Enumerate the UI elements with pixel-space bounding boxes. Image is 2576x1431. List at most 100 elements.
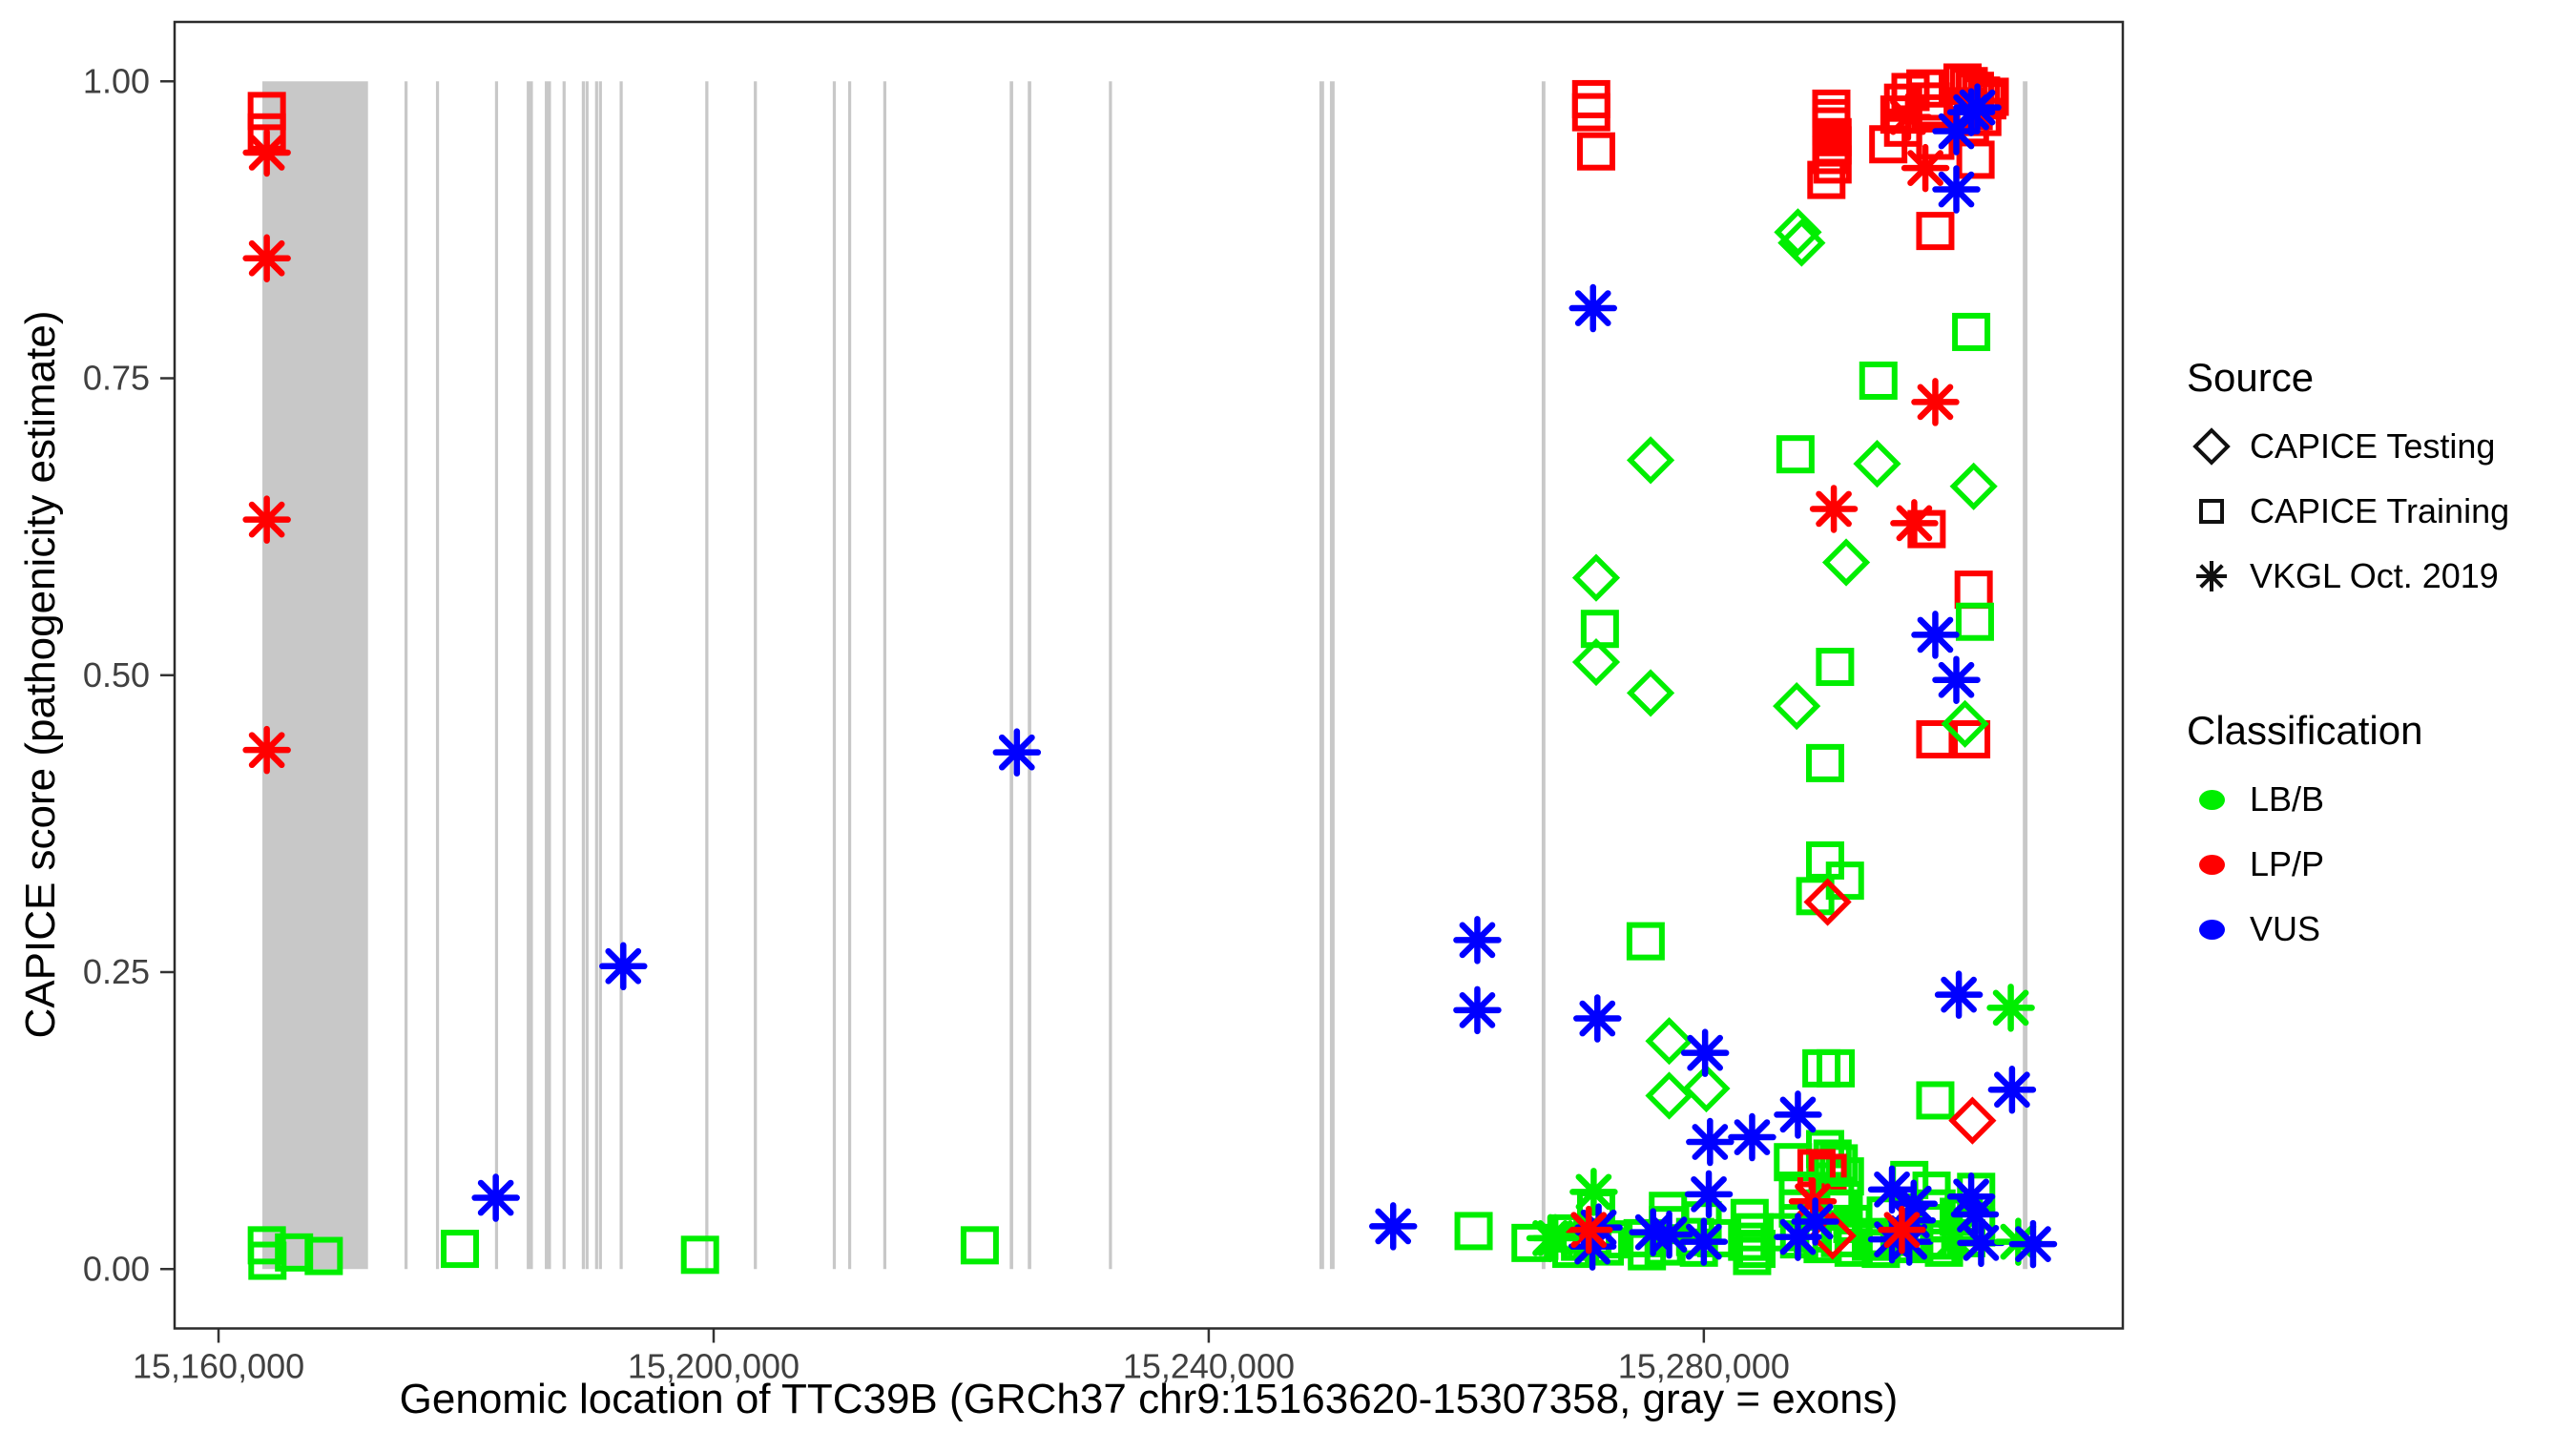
x-tick-label: 15,160,000 <box>133 1347 304 1386</box>
y-tick-label: 0.50 <box>83 655 150 695</box>
legend-item-vus: VUS <box>2187 908 2568 950</box>
exon-band <box>261 81 368 1270</box>
data-point-testing-diamond <box>1773 682 1821 731</box>
exon-bar <box>1009 81 1013 1270</box>
data-point-training-square <box>1816 648 1855 687</box>
data-point-vkgl-asterisk <box>1932 655 1981 704</box>
legend-item-capice-training: CAPICE Training <box>2187 490 2568 532</box>
data-point-training-square <box>1817 1048 1856 1088</box>
exon-bar <box>883 81 887 1270</box>
data-point-vkgl-asterisk <box>2008 1219 2058 1269</box>
legend-classification-title: Classification <box>2187 708 2423 753</box>
exon-bar <box>562 81 566 1270</box>
data-point-testing-diamond <box>1821 538 1871 587</box>
data-point-vkgl-asterisk <box>1930 1214 1979 1264</box>
exon-bar <box>581 81 586 1270</box>
data-point-vkgl-asterisk <box>1953 83 2002 132</box>
data-point-vkgl-asterisk <box>242 495 291 544</box>
data-point-training-square <box>1576 132 1615 171</box>
data-point-testing-diamond <box>1853 440 1901 488</box>
data-point-vkgl-asterisk <box>1368 1202 1418 1251</box>
panel-border <box>173 20 2125 1330</box>
data-point-training-square <box>248 1241 287 1280</box>
x-tick-label: 15,240,000 <box>1123 1347 1295 1386</box>
data-point-testing-diamond <box>1803 878 1852 926</box>
data-point-testing-diamond <box>1949 462 1998 510</box>
data-point-training-square <box>1805 840 1844 880</box>
y-tick-label: 0.75 <box>83 359 150 398</box>
exon-bar <box>594 81 598 1270</box>
exon-bar <box>527 81 533 1270</box>
y-tick-label: 0.25 <box>83 952 150 991</box>
data-point-vkgl-asterisk <box>992 728 1042 777</box>
data-point-training-square <box>1916 1081 1955 1120</box>
data-point-vkgl-asterisk <box>471 1173 520 1222</box>
x-axis-title: Genomic location of TTC39B (GRCh37 chr9:… <box>399 1376 1899 1422</box>
data-point-vkgl-asterisk <box>1934 970 1984 1019</box>
data-point-training-square <box>1952 719 1991 758</box>
exon-bar <box>2023 81 2028 1270</box>
legend-label: VUS <box>2250 909 2321 948</box>
data-point-vkgl-asterisk <box>1901 143 1950 193</box>
data-point-training-square <box>1807 160 1846 199</box>
exon-bar <box>598 81 602 1270</box>
data-point-training-square <box>680 1235 719 1275</box>
legend-label: CAPICE Testing <box>2250 426 2496 466</box>
legend-source-title: Source <box>2187 355 2315 400</box>
exon-bar <box>435 81 440 1270</box>
data-point-training-square <box>1733 1236 1772 1275</box>
data-point-training-square <box>441 1230 480 1269</box>
data-point-training-square <box>1859 361 1898 400</box>
data-point-vkgl-asterisk <box>1568 283 1617 333</box>
data-point-vkgl-asterisk <box>1774 1213 1822 1261</box>
data-point-vkgl-asterisk <box>1568 1222 1617 1271</box>
data-point-vkgl-asterisk <box>1453 916 1502 964</box>
data-point-training-square <box>1571 79 1610 118</box>
data-point-training-square <box>1776 435 1815 474</box>
data-point-training-square <box>960 1226 999 1265</box>
exon-bar <box>1109 81 1112 1270</box>
data-point-vkgl-asterisk <box>1774 1090 1822 1139</box>
data-point-training-square <box>1916 719 1955 758</box>
legend-label: VKGL Oct. 2019 <box>2250 556 2499 595</box>
data-point-training-square <box>1805 743 1844 782</box>
data-point-testing-diamond <box>1948 1096 1997 1145</box>
exon-bar <box>494 81 499 1270</box>
data-point-vkgl-asterisk <box>1645 1210 1693 1259</box>
data-point-testing-diamond <box>1774 208 1822 257</box>
exon-bar <box>1329 81 1335 1270</box>
legend: Source CAPICE Testing CAPICE Training <box>2187 355 2568 973</box>
blue-dot-icon <box>2187 908 2236 950</box>
legend-label: LP/P <box>2250 844 2325 883</box>
legend-item-lbb: LB/B <box>2187 778 2568 820</box>
data-point-vkgl-asterisk <box>1686 1117 1735 1167</box>
data-point-testing-diamond <box>1626 669 1675 717</box>
data-point-vkgl-asterisk <box>1867 1165 1917 1214</box>
data-point-vkgl-asterisk <box>1911 378 1960 426</box>
y-tick-label: 0.00 <box>83 1249 150 1288</box>
data-point-vkgl-asterisk <box>1890 499 1939 548</box>
data-point-vkgl-asterisk <box>1680 1028 1730 1077</box>
data-point-vkgl-asterisk <box>599 942 648 991</box>
data-point-vkgl-asterisk <box>1932 165 1981 214</box>
legend-label: CAPICE Training <box>2250 491 2510 530</box>
data-point-vkgl-asterisk <box>1453 985 1502 1035</box>
data-point-testing-diamond <box>1777 218 1826 267</box>
data-point-vkgl-asterisk <box>242 128 291 177</box>
data-point-vkgl-asterisk <box>1569 1168 1618 1216</box>
data-point-vkgl-asterisk <box>1564 1205 1613 1255</box>
data-point-vkgl-asterisk <box>1883 93 1933 141</box>
data-point-vkgl-asterisk <box>1878 1205 1926 1255</box>
exon-bar <box>847 81 852 1270</box>
data-point-testing-diamond <box>1571 553 1621 602</box>
data-point-training-square <box>1955 602 1994 641</box>
data-point-vkgl-asterisk <box>242 725 291 775</box>
data-point-vkgl-asterisk <box>1950 1190 2000 1239</box>
data-point-vkgl-asterisk <box>1884 1217 1934 1266</box>
data-point-testing-diamond <box>1626 436 1675 485</box>
data-point-training-square <box>1956 140 1995 179</box>
exon-bar <box>1319 81 1324 1270</box>
green-dot-icon <box>2187 778 2236 820</box>
